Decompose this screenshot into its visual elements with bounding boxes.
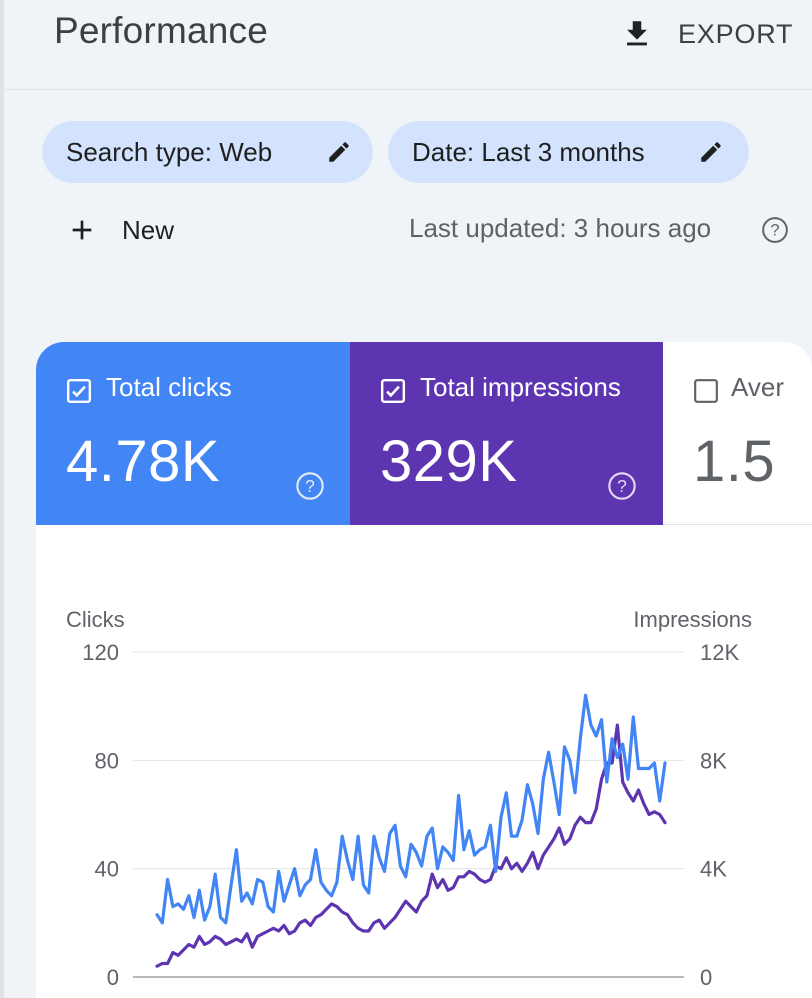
metric-tab-total-impressions[interactable]: Total impressions 329K ? [350,342,663,525]
y-left-tick-label: 0 [107,965,119,990]
date-range-filter-chip[interactable]: Date: Last 3 months [388,121,749,183]
metric-tab-total-clicks[interactable]: Total clicks 4.78K ? [36,342,350,525]
plus-icon [72,220,92,240]
performance-card: Total clicks 4.78K ? Total impressions 3… [36,342,812,998]
y-axis-right-label: Impressions [633,607,752,632]
y-right-tick-label: 12K [700,640,739,665]
clicks-series-line [155,693,667,925]
help-icon[interactable]: ? [760,215,790,245]
export-button[interactable]: EXPORT [620,14,793,54]
checkbox-checked-icon[interactable] [380,378,406,404]
export-label: EXPORT [678,18,794,49]
left-edge-divider [0,0,4,998]
checkbox-checked-icon[interactable] [66,378,92,404]
metric-label: Total impressions [420,372,621,402]
y-left-tick-label: 120 [82,640,119,665]
svg-text:?: ? [305,476,315,496]
metric-value: 329K [380,429,518,494]
metric-label: Total clicks [106,372,232,402]
y-axis-left-label: Clicks [66,607,125,632]
y-right-tick-label: 8K [700,748,727,773]
svg-text:?: ? [770,222,779,240]
last-updated-text: Last updated: 3 hours ago [409,213,712,243]
page-header: Performance EXPORT [4,0,812,90]
download-icon [627,21,647,46]
y-right-tick-label: 4K [700,857,727,882]
checkbox-unchecked-icon[interactable] [693,378,719,404]
y-right-tick-label: 0 [700,965,712,990]
metric-tab-average-position[interactable]: Aver 1.5 [663,342,812,525]
new-filter-button[interactable]: New [66,208,174,252]
y-left-tick-label: 40 [95,857,119,882]
y-left-tick-label: 80 [95,748,119,773]
metric-value: 1.5 [693,429,776,494]
impressions-series-line [155,723,667,968]
help-icon[interactable]: ? [294,470,326,502]
date-range-filter-label: Date: Last 3 months [412,136,645,167]
edit-pencil-icon [701,142,721,162]
edit-pencil-icon [329,142,349,162]
search-type-filter-label: Search type: Web [66,136,273,167]
search-type-filter-chip[interactable]: Search type: Web [42,121,373,183]
svg-text:?: ? [617,476,627,496]
metric-value: 4.78K [66,429,221,494]
new-filter-label: New [122,214,175,245]
help-icon[interactable]: ? [606,470,638,502]
page-title: Performance [54,10,269,51]
metric-label: Aver [731,372,784,402]
